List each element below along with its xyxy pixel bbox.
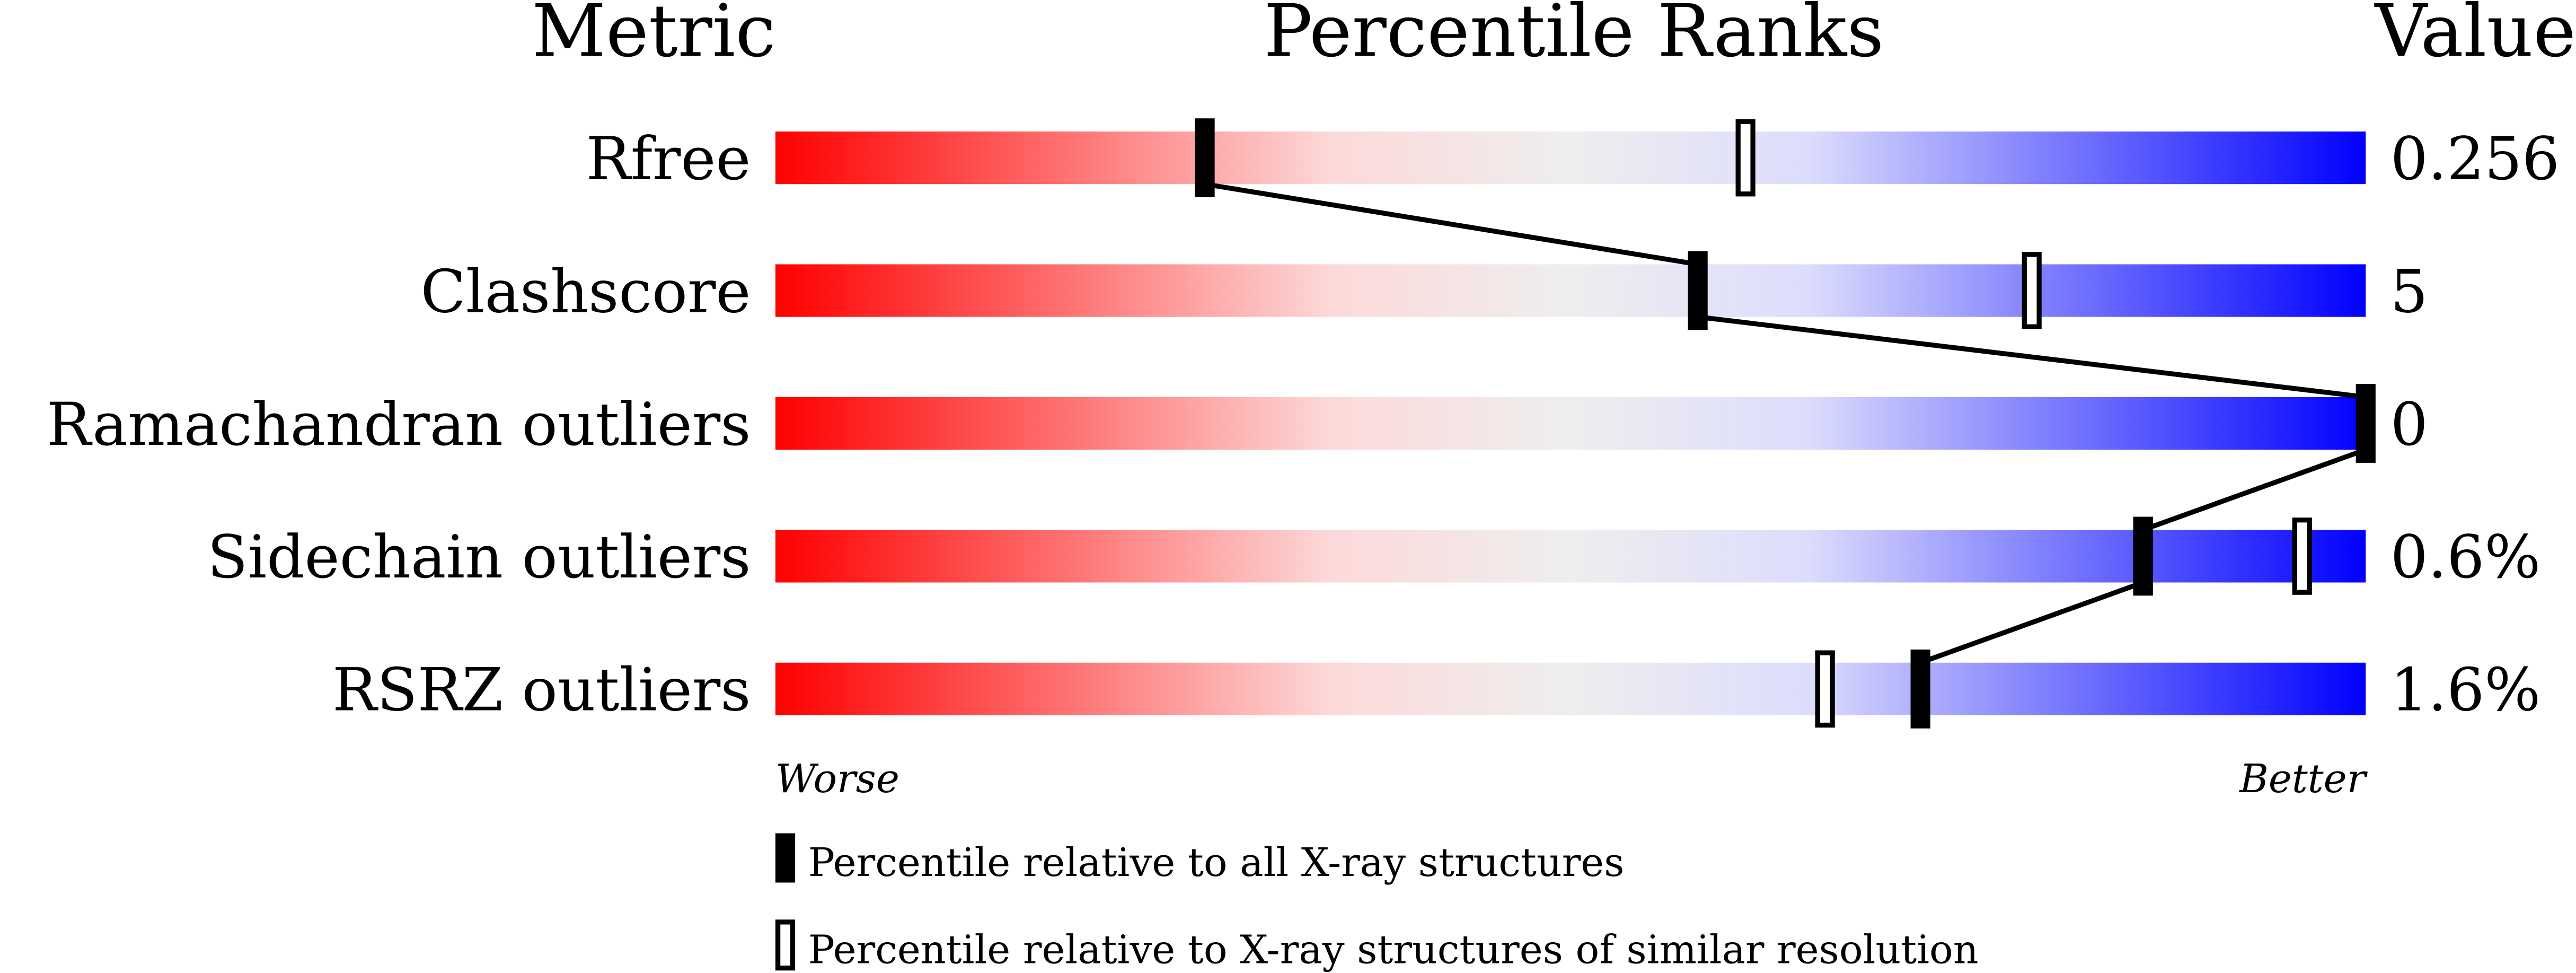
percentile-bar-sidechain-outliers xyxy=(775,530,2366,583)
marker-all-sidechain-outliers xyxy=(2133,516,2153,596)
marker-all-rfree xyxy=(1195,118,1215,197)
percentile-bar-clashscore xyxy=(775,264,2366,317)
metric-value-rfree: 0.256 xyxy=(2390,125,2560,194)
marker-all-clashscore xyxy=(1688,251,1708,330)
marker-all-rsrz-outliers xyxy=(1910,649,1930,729)
percentile-bar-rfree xyxy=(775,132,2366,185)
marker-similar-clashscore xyxy=(2022,252,2042,329)
marker-all-ramachandran-outliers xyxy=(2356,384,2376,463)
header-value: Value xyxy=(2374,0,2576,73)
metric-label-sidechain-outliers: Sidechain outliers xyxy=(207,523,751,592)
metric-value-clashscore: 5 xyxy=(2390,257,2428,326)
legend-all-marker xyxy=(775,833,796,883)
metric-label-ramachandran-outliers: Ramachandran outliers xyxy=(47,390,751,459)
axis-better-label: Better xyxy=(2238,756,2368,802)
metric-label-rsrz-outliers: RSRZ outliers xyxy=(332,656,751,725)
legend-similar-label: Percentile relative to X-ray structures … xyxy=(808,926,1979,972)
metric-label-rfree: Rfree xyxy=(586,125,751,194)
marker-similar-rsrz-outliers xyxy=(1815,650,1835,728)
percentile-bar-rsrz-outliers xyxy=(775,662,2366,715)
header-metric: Metric xyxy=(532,0,775,73)
metric-value-ramachandran-outliers: 0 xyxy=(2390,390,2428,459)
legend-similar-marker xyxy=(775,919,796,971)
metric-value-sidechain-outliers: 0.6% xyxy=(2390,523,2540,592)
marker-similar-sidechain-outliers xyxy=(2292,518,2312,595)
percentile-bar-ramachandran-outliers xyxy=(775,397,2366,450)
metric-label-clashscore: Clashscore xyxy=(420,257,751,326)
header-percentile-ranks: Percentile Ranks xyxy=(1264,0,1884,73)
axis-worse-label: Worse xyxy=(775,756,899,802)
marker-similar-rfree xyxy=(1735,119,1755,197)
legend-all-label: Percentile relative to all X-ray structu… xyxy=(808,839,1625,886)
metric-value-rsrz-outliers: 1.6% xyxy=(2390,656,2540,725)
